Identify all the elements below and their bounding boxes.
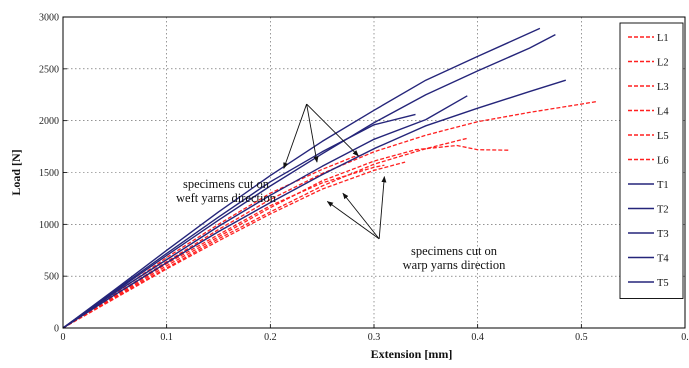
- series-line-L1: [62, 100, 598, 329]
- annotation-text: weft yarns direction: [176, 191, 277, 205]
- y-tick-label: 1500: [39, 168, 59, 179]
- annotation-arrow: [283, 103, 308, 169]
- annotation-arrow: [342, 192, 380, 240]
- legend-label-T2: T2: [657, 205, 669, 216]
- x-tick-label: 0.4: [471, 332, 484, 343]
- x-axis-label: Extension [mm]: [371, 347, 453, 361]
- y-tick-label: 0: [54, 324, 59, 335]
- legend-label-L4: L4: [657, 107, 669, 118]
- legend-label-T5: T5: [657, 278, 669, 289]
- annotation-arrow: [306, 103, 359, 157]
- series-line-T2: [62, 33, 556, 329]
- y-tick-label: 1000: [39, 220, 59, 231]
- y-axis-label: Load [N]: [9, 149, 23, 195]
- x-tick-label: 0.: [681, 332, 689, 343]
- series-line-L4: [62, 164, 385, 329]
- legend-label-L5: L5: [657, 131, 669, 142]
- y-tick-label: 2500: [39, 64, 59, 75]
- series-line-L6: [62, 161, 406, 329]
- y-tick-label: 3000: [39, 13, 59, 24]
- series-group: [62, 27, 598, 329]
- series-line-T3: [62, 95, 468, 329]
- series-line-L2: [62, 144, 509, 329]
- legend-label-L2: L2: [657, 58, 669, 69]
- annotation-arrow: [306, 104, 319, 163]
- legend-label-T4: T4: [657, 254, 669, 265]
- x-tick-label: 0.5: [575, 332, 588, 343]
- x-tick-label: 0: [61, 332, 66, 343]
- x-tick-label: 0.3: [368, 332, 381, 343]
- legend-box: [619, 22, 684, 299]
- series-line-T4: [62, 79, 567, 329]
- annotation-text: specimens cut on: [411, 244, 498, 258]
- y-tick-label: 500: [44, 272, 59, 283]
- legend-label-L6: L6: [657, 156, 669, 167]
- x-tick-label: 0.1: [160, 332, 173, 343]
- annotation-text: specimens cut on: [183, 177, 270, 191]
- legend-label-T1: T1: [657, 180, 669, 191]
- legend: L1 L2 L3 L4 L5 L6 T1 T2 T3 T4 T5: [619, 22, 684, 299]
- series-line-T5: [62, 113, 416, 329]
- annotation-arrow: [378, 176, 387, 239]
- legend-label-L3: L3: [657, 82, 669, 93]
- series-line-T1: [62, 27, 541, 329]
- annotation-text: warp yarns direction: [403, 258, 506, 272]
- y-tick-label: 2000: [39, 116, 59, 127]
- annotation-arrow: [326, 201, 380, 240]
- x-tick-label: 0.2: [264, 332, 277, 343]
- axis-ticks: 0 0.1 0.2 0.3 0.4 0.5 0. 0 500 1000 1500 2000 2500 30…: [39, 13, 689, 344]
- legend-label-T3: T3: [657, 229, 669, 240]
- legend-label-L1: L1: [657, 33, 669, 44]
